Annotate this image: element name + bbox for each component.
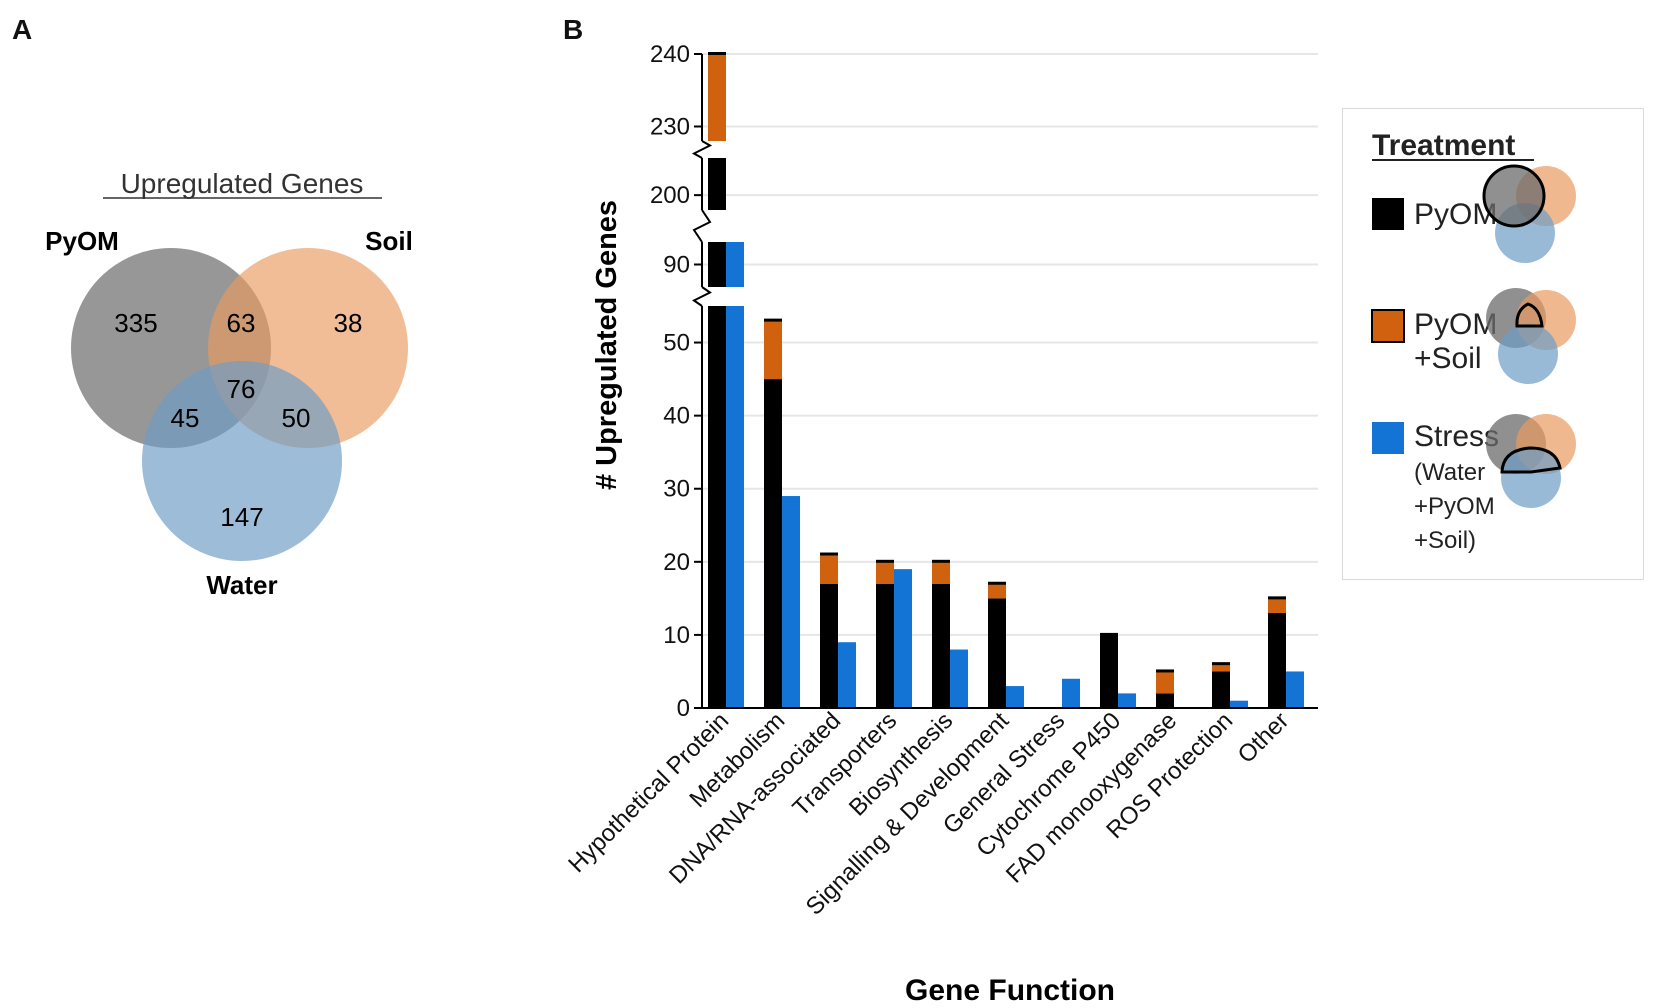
bars-layer	[704, 52, 1304, 708]
grid-layer	[702, 53, 1318, 636]
bar-pyom	[988, 598, 1006, 708]
bar-pyom	[708, 158, 726, 210]
bar-pyom-soil	[932, 561, 950, 584]
bar-stress	[1230, 700, 1248, 708]
bar-stress	[950, 649, 968, 708]
bar-stress	[1118, 693, 1136, 708]
y-tick-label: 20	[663, 549, 690, 576]
bar-pyom	[764, 379, 782, 708]
bar-cap	[820, 552, 838, 556]
bar-pyom-soil	[764, 320, 782, 380]
bar-pyom-soil	[820, 554, 838, 584]
bar-stress	[894, 569, 912, 708]
y-tick-label: 230	[650, 114, 690, 141]
panel-label-a: A	[12, 14, 33, 45]
bar-pyom-soil	[1212, 664, 1230, 672]
y-tick-label: 50	[663, 330, 690, 357]
bar-stress	[1062, 678, 1080, 708]
bar-cap	[932, 559, 950, 563]
bar-pyom-soil	[988, 583, 1006, 599]
bar-pyom	[1268, 612, 1286, 708]
bar-pyom-soil	[1268, 598, 1286, 613]
x-axis-title: Gene Function	[905, 974, 1115, 1007]
bar-cap	[1100, 632, 1118, 636]
bar-break-gap	[704, 214, 764, 238]
y-tick-label: 30	[663, 476, 690, 503]
bar-cap	[1212, 662, 1230, 666]
bar-pyom	[708, 306, 726, 708]
bar-cap	[988, 581, 1006, 585]
y-axis-title: # Upregulated Genes	[591, 200, 623, 490]
bar-pyom	[1100, 634, 1118, 708]
bar-stress	[1286, 671, 1304, 708]
bar-stress	[1006, 686, 1024, 708]
axis-break-marker	[692, 209, 712, 243]
bar-stress	[838, 642, 856, 708]
y-tick-label: 240	[650, 41, 690, 68]
bar-pyom	[932, 583, 950, 708]
y-tick-label: 0	[677, 695, 690, 722]
bar-stress	[726, 306, 744, 708]
bar-break-gap	[704, 145, 764, 154]
axis-break-marker	[691, 140, 713, 159]
x-tick-label: Other	[1233, 707, 1295, 769]
bar-pyom	[708, 242, 726, 287]
bar-pyom-soil	[1156, 671, 1174, 694]
bar-pyom	[876, 583, 894, 708]
bar-pyom-soil	[876, 561, 894, 584]
y-tick-label: 200	[650, 182, 690, 209]
y-tick-label: 10	[663, 622, 690, 649]
bar-pyom	[1212, 671, 1230, 708]
bar-break-gap	[704, 291, 764, 302]
bar-pyom-soil	[708, 54, 726, 141]
bar-cap	[708, 52, 726, 55]
panel-label-b: B	[563, 14, 584, 45]
bar-cap	[1156, 669, 1174, 673]
y-tick-label: 90	[663, 252, 690, 279]
bar-cap	[876, 559, 894, 563]
bar-cap	[1268, 596, 1286, 600]
legend	[1342, 108, 1644, 580]
bar-stress	[782, 496, 800, 708]
bar-pyom	[1156, 693, 1174, 708]
axis-break-marker	[692, 286, 712, 307]
bar-stress	[726, 242, 744, 287]
y-tick-label: 40	[663, 403, 690, 430]
bar-cap	[764, 318, 782, 322]
bar-pyom	[820, 583, 838, 708]
